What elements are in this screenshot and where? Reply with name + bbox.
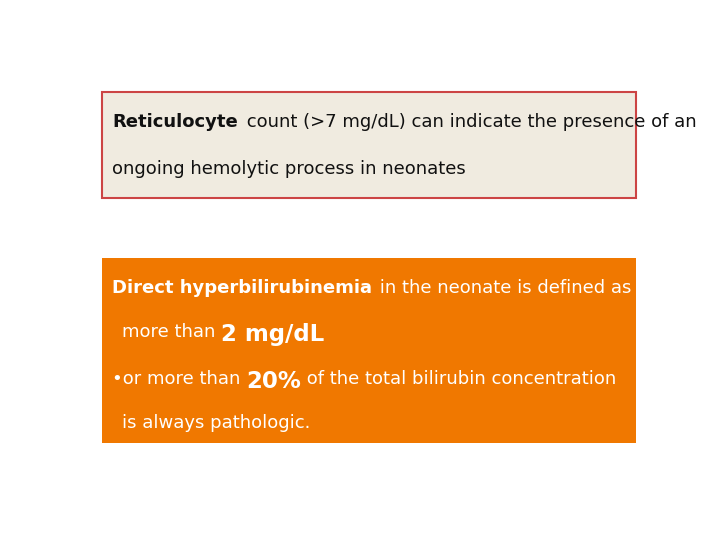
Text: count (>7 mg/dL) can indicate the presence of an: count (>7 mg/dL) can indicate the presen… [241,113,696,131]
FancyBboxPatch shape [102,258,636,443]
Text: •or more than: •or more than [112,370,246,388]
FancyBboxPatch shape [102,92,636,198]
Text: ongoing hemolytic process in neonates: ongoing hemolytic process in neonates [112,160,466,178]
Text: Direct hyperbilirubinemia: Direct hyperbilirubinemia [112,279,372,297]
Text: more than: more than [122,322,221,341]
Text: of the total bilirubin concentration: of the total bilirubin concentration [301,370,616,388]
Text: in the neonate is defined as a direct fraction: in the neonate is defined as a direct fr… [374,279,720,297]
Text: 20%: 20% [246,370,301,394]
Text: 2 mg/dL: 2 mg/dL [221,322,324,346]
Text: is always pathologic.: is always pathologic. [122,414,310,432]
Text: Reticulocyte: Reticulocyte [112,113,238,131]
